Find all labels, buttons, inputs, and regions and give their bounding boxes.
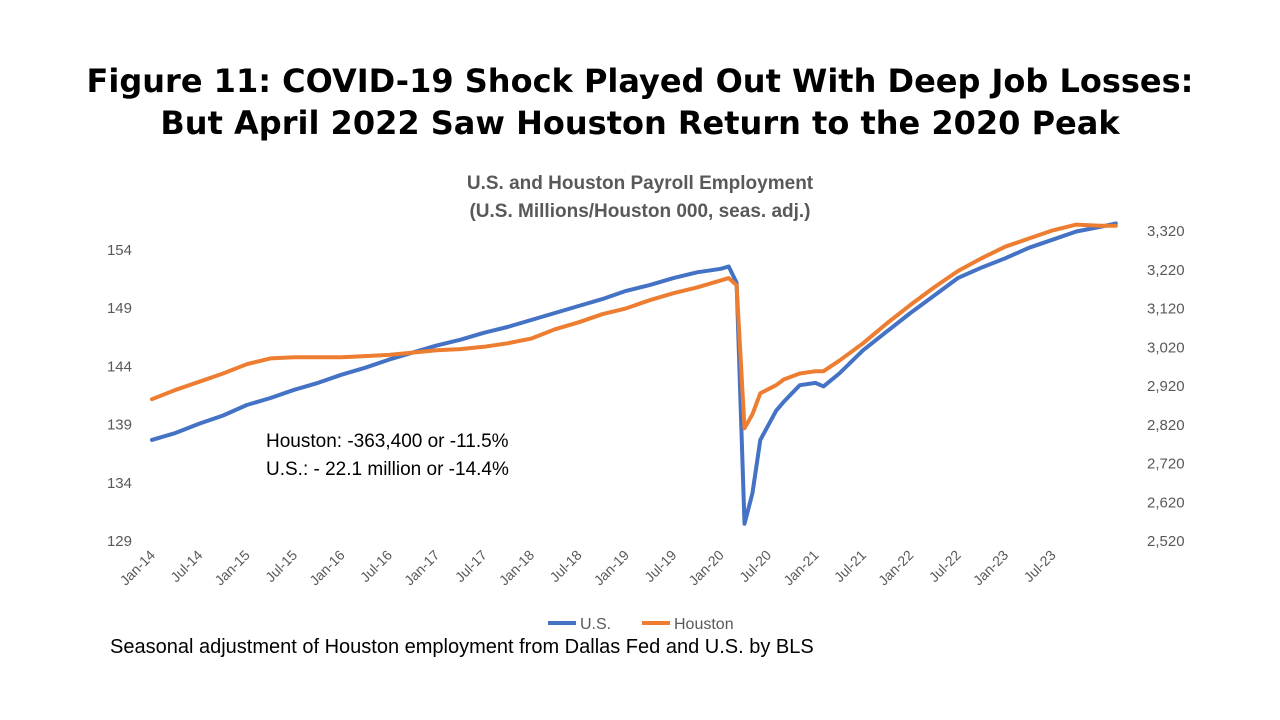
x-tick-label: Jul-23: [1020, 547, 1058, 585]
x-tick-label: Jul-14: [167, 547, 205, 585]
x-tick-label: Jan-21: [780, 547, 822, 589]
chart-title-block: U.S. and Houston Payroll Employment (U.S…: [440, 170, 840, 226]
x-tick-label: Jul-18: [546, 547, 584, 585]
legend-label-houston: Houston: [674, 616, 734, 633]
x-tick-label: Jan-22: [875, 547, 917, 589]
x-tick-label: Jan-20: [685, 547, 727, 589]
page-title: Figure 11: COVID-19 Shock Played Out Wit…: [0, 60, 1280, 144]
y-right-tick-label: 2,820: [1147, 417, 1185, 434]
x-tick-label: Jul-17: [452, 547, 490, 585]
x-tick-label: Jul-16: [357, 547, 395, 585]
y-left-tick-label: 149: [107, 300, 132, 317]
x-tick-label: Jan-23: [970, 547, 1012, 589]
y-left-tick-label: 144: [107, 358, 132, 375]
page-title-line1: Figure 11: COVID-19 Shock Played Out Wit…: [86, 62, 1194, 100]
series-line-houston: [150, 222, 1118, 431]
x-tick-label: Jan-14: [117, 547, 159, 589]
y-left-tick-label: 154: [107, 242, 132, 259]
y-right-tick-label: 3,320: [1147, 223, 1185, 240]
y-right-tick-label: 2,720: [1147, 456, 1185, 473]
footnote: Seasonal adjustment of Houston employmen…: [110, 636, 814, 658]
y-right-tick-label: 2,520: [1147, 533, 1185, 550]
legend-label-us: U.S.: [580, 616, 611, 633]
series-line-us: [150, 221, 1118, 526]
chart-title: U.S. and Houston Payroll Employment: [466, 173, 814, 194]
x-tick-label: Jul-20: [736, 547, 774, 585]
x-tick-label: Jan-19: [591, 547, 633, 589]
chart-subtitle: (U.S. Millions/Houston 000, seas. adj.): [469, 201, 811, 222]
y-right-tick-label: 3,120: [1147, 301, 1185, 318]
x-tick-label: Jul-21: [831, 547, 869, 585]
x-tick-label: Jan-16: [306, 547, 348, 589]
x-tick-label: Jan-15: [211, 547, 253, 589]
x-tick-label: Jul-19: [641, 547, 679, 585]
y-left-tick-label: 129: [107, 533, 132, 550]
annotation-line: U.S.: - 22.1 million or -14.4%: [266, 459, 509, 480]
y-left-tick-label: 134: [107, 475, 132, 492]
y-right-tick-label: 3,220: [1147, 262, 1185, 279]
x-tick-label: Jan-17: [401, 547, 443, 589]
x-tick-label: Jul-15: [262, 547, 300, 585]
y-left-tick-label: 139: [107, 417, 132, 434]
x-tick-label: Jan-18: [496, 547, 538, 589]
annotation-line: Houston: -363,400 or -11.5%: [266, 431, 509, 452]
y-right-tick-label: 2,620: [1147, 494, 1185, 511]
y-right-tick-label: 3,020: [1147, 339, 1185, 356]
page-title-line2: But April 2022 Saw Houston Return to the…: [160, 104, 1120, 142]
x-tick-label: Jul-22: [926, 547, 964, 585]
y-right-tick-label: 2,920: [1147, 378, 1185, 395]
